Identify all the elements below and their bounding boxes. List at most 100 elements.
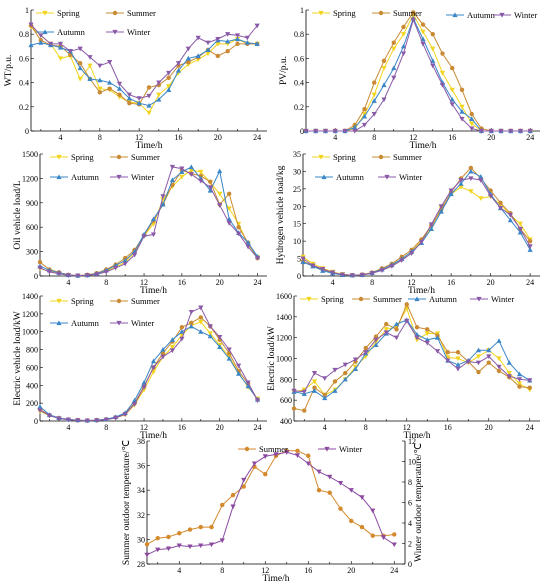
data-point (146, 110, 152, 116)
data-point (207, 324, 213, 329)
data-point (476, 369, 481, 375)
y-axis-label: Electric load/kW (267, 326, 277, 391)
data-point (332, 388, 338, 393)
series-line-summer (306, 11, 531, 132)
data-point (455, 356, 461, 362)
y-tick-label: 800 (26, 346, 38, 355)
legend-marker (452, 12, 458, 18)
legend-marker (112, 29, 118, 35)
data-point (294, 453, 301, 458)
data-point (458, 185, 464, 190)
data-point (179, 336, 185, 342)
x-tick-label: 4 (66, 423, 70, 432)
data-point (455, 350, 461, 355)
data-point (136, 100, 142, 106)
data-point (404, 318, 410, 324)
data-point (57, 41, 64, 47)
y-tick-label: 1 (300, 6, 304, 15)
y-tick-label: 1200 (276, 334, 292, 343)
data-point (370, 533, 375, 538)
series-spring (28, 24, 260, 116)
data-point (198, 543, 204, 549)
data-point (352, 366, 359, 371)
y-tick-label: 36 (137, 462, 145, 471)
data-point (87, 63, 93, 69)
data-point (430, 63, 436, 69)
data-point (338, 506, 343, 511)
data-point (359, 495, 365, 500)
x-tick-label: 24 (390, 566, 398, 575)
data-point (383, 330, 389, 336)
legend-label: Summer (393, 152, 422, 162)
data-point (455, 366, 461, 372)
data-point (37, 404, 43, 409)
x-tick-label: 16 (178, 423, 186, 432)
data-point (420, 29, 426, 35)
data-point (448, 188, 454, 194)
data-point (305, 461, 311, 467)
legend-item-autumn: Autumn (50, 172, 100, 182)
x-tick-label: 12 (403, 423, 411, 432)
y-tick-label: 600 (280, 396, 292, 405)
data-point (185, 46, 191, 52)
legend-item-summer: Summer (372, 152, 422, 162)
data-point (486, 347, 492, 353)
y-tick-label: 600 (26, 223, 38, 232)
series-line-summer (293, 303, 530, 412)
data-point (384, 321, 389, 327)
data-point (186, 59, 191, 65)
data-point (371, 92, 377, 98)
chart-h2: 0 5 10 15 20 25 30 35 4 8 12 16 20 24 Time/h Hydrogen v… (276, 150, 540, 296)
data-point (316, 488, 322, 493)
x-axis-label: Time/h (408, 286, 435, 296)
y-tick-label: 200 (26, 399, 38, 408)
x-tick-label: 12 (135, 133, 143, 142)
series-line-spring (30, 26, 258, 114)
y-axis-label: WT/p.u. (4, 55, 14, 87)
data-point (226, 355, 232, 361)
data-point (391, 75, 397, 81)
data-point (373, 342, 379, 348)
data-point (185, 55, 191, 61)
data-point (411, 10, 416, 15)
x-tick-label: 24 (526, 278, 534, 287)
y-axis-label: PV/p.u. (279, 56, 289, 85)
series-line-autumn (302, 170, 531, 276)
data-point (362, 107, 367, 112)
y-axis-label: Oil vehicle load/L (13, 180, 23, 249)
data-point (488, 128, 494, 134)
data-point (322, 376, 328, 381)
series-line-winter (293, 320, 530, 393)
series-winter (144, 450, 397, 558)
x-tick-label: 16 (444, 423, 452, 432)
data-point (498, 200, 503, 205)
data-point (449, 102, 455, 107)
x-tick-label: 20 (487, 278, 495, 287)
data-point (516, 377, 523, 382)
data-point (516, 381, 523, 387)
data-point (56, 271, 62, 277)
data-point (469, 116, 475, 121)
data-point (301, 389, 307, 395)
data-point (420, 22, 426, 27)
data-point (198, 178, 204, 184)
data-point (77, 76, 83, 82)
legend-item-summer: Summer (106, 8, 156, 18)
data-point (225, 38, 231, 44)
data-point (176, 543, 182, 549)
series-line-summer (30, 25, 258, 105)
x-axis-label: Time/h (140, 431, 167, 441)
series-summer (37, 315, 260, 423)
series-autumn (37, 323, 261, 423)
x-tick-label: 8 (104, 278, 108, 287)
legend-label: Winter (491, 294, 514, 304)
legend-label: Spring (333, 152, 356, 162)
data-point (127, 100, 132, 106)
data-point (262, 454, 268, 459)
data-point (469, 121, 475, 127)
data-point (327, 490, 332, 495)
chart-ev: 0 200 400 600 800 1000 1200 1400 4 8 12 16 20 24 Time/… (13, 292, 267, 441)
x-tick-label: 20 (487, 133, 495, 142)
series-line-summer (302, 167, 531, 276)
legend-label: Summer (127, 8, 156, 18)
